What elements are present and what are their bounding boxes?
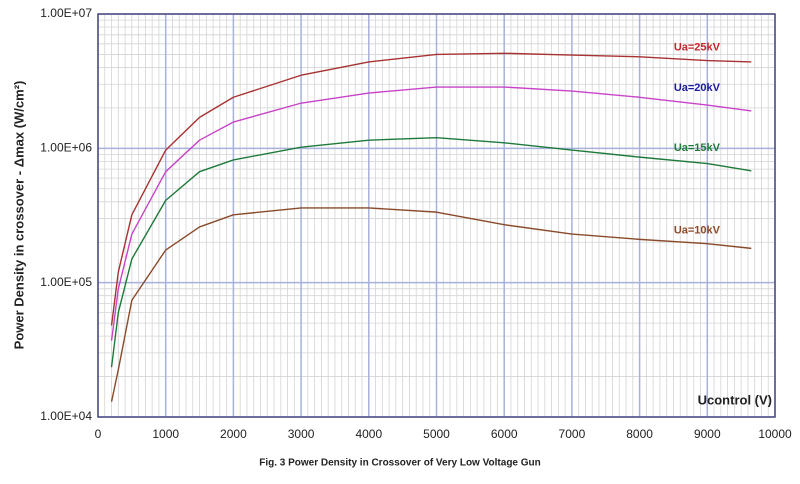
x-tick-label: 8000: [626, 427, 653, 441]
y-axis-label: Power Density in crossover - Δmax (W/cm²…: [11, 81, 26, 350]
series-label: Ua=15kV: [674, 142, 721, 154]
series-line: [110, 136, 752, 368]
x-tick-label: 7000: [559, 427, 586, 441]
x-tick-label: 1000: [152, 427, 179, 441]
x-tick-label: 9000: [694, 427, 721, 441]
x-axis-label: Ucontrol (V): [698, 392, 772, 407]
x-tick-label: 6000: [491, 427, 518, 441]
x-tick-label: 10000: [758, 427, 792, 441]
series-line: [110, 52, 752, 326]
series-line: [110, 207, 752, 402]
y-tick-label: 1.00E+04: [40, 409, 92, 423]
x-tick-label: 0: [95, 427, 102, 441]
x-tick-label: 3000: [288, 427, 315, 441]
x-tick-label: 2000: [220, 427, 247, 441]
x-tick-label: 4000: [355, 427, 382, 441]
series-label: Ua=20kV: [674, 82, 721, 94]
chart-caption: Fig. 3 Power Density in Crossover of Ver…: [259, 458, 541, 469]
y-tick-label: 1.00E+05: [40, 275, 92, 289]
plot-border: [97, 13, 776, 418]
y-tick-label: 1.00E+07: [40, 6, 92, 20]
series-label: Ua=10kV: [674, 224, 721, 236]
y-tick-label: 1.00E+06: [40, 141, 92, 155]
series-label: Ua=25kV: [674, 42, 721, 54]
series-line: [110, 86, 752, 341]
x-tick-label: 5000: [423, 427, 450, 441]
